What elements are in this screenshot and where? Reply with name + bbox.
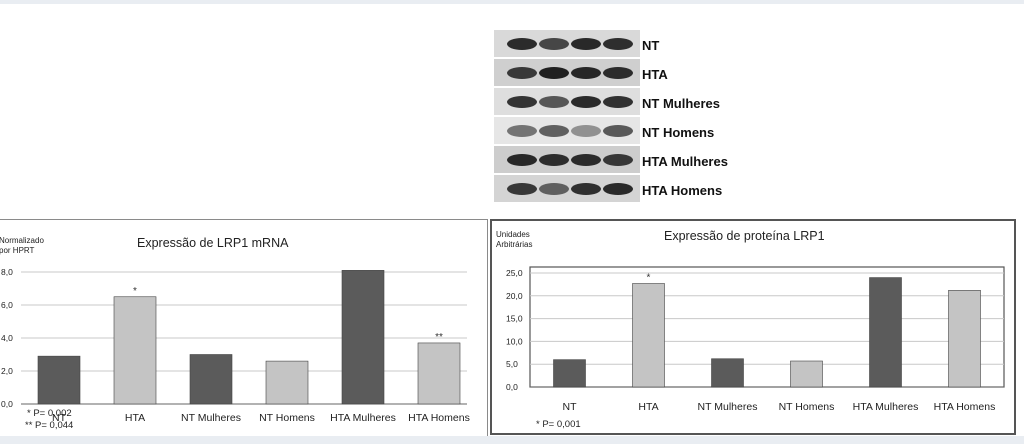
western-blot-panel: NT HTA NT Mulheres NT Homens HTA Mulhere… [494,26,728,216]
blot-band [539,183,569,195]
protein-bar-chart: 0,0 5,0 10,0 15,0 20,0 25,0 NT * HTA NT Mulheres N… [506,266,1005,413]
y-tick-label: 6,0 [1,300,13,310]
blot-band [539,96,569,108]
bar-nt-homens [265,360,309,405]
x-category-label: HTA Mulheres [330,412,396,424]
blot-band [539,38,569,50]
bottom-border [0,436,1024,444]
blot-label-nt: NT [642,38,660,53]
blot-band [507,154,537,166]
bar-nt [37,355,81,405]
blot-strip-2 [494,59,640,86]
y-tick-label: 15,0 [506,314,523,324]
x-category-label: NT Homens [259,412,315,424]
mrna-y-unit: Normalizado por HPRT [0,236,44,256]
blot-label-nt-homens: NT Homens [642,125,715,140]
blot-strip-3 [494,88,640,115]
y-tick-label: 4,0 [1,333,13,343]
mrna-bar-chart: 0,0 2,0 4,0 6,0 8,0 NT * HTA NT Mulheres NT Homen… [1,267,470,424]
y-tick-label: 0,0 [1,399,13,409]
mrna-y-unit-line2: por HPRT [0,246,35,255]
blot-band [539,154,569,166]
blot-band [507,125,537,137]
blot-strip-5 [494,146,640,173]
bar-nt-mulheres [711,358,744,388]
y-tick-label: 25,0 [506,268,523,278]
protein-note-1: * P= 0,001 [536,419,581,430]
bar-hta-mulheres [341,270,385,405]
x-category-label: HTA Mulheres [853,401,919,413]
blot-label-hta-homens: HTA Homens [642,183,723,198]
protein-y-unit-line2: Arbitrárias [496,240,533,249]
blot-band [571,38,601,50]
blot-strip-4 [494,117,640,144]
y-tick-label: 8,0 [1,267,13,277]
bar-hta-homens [948,290,981,388]
x-category-label: NT Mulheres [181,412,241,424]
blot-band [571,67,601,79]
blot-band [539,125,569,137]
mrna-chart-title: Expressão de LRP1 mRNA [137,236,289,250]
x-category-label: HTA [638,401,658,413]
bar-hta-mulheres [869,277,902,388]
blot-band [571,125,601,137]
blot-band [507,67,537,79]
mrna-note-1: * P= 0,002 [27,408,72,419]
blot-band [603,67,633,79]
blot-band [507,183,537,195]
blot-label-nt-mulheres: NT Mulheres [642,96,721,111]
significance-marker: ** [435,332,443,343]
bar-hta-homens [417,342,461,405]
bar-nt-mulheres [189,354,233,405]
blot-band [603,125,633,137]
blot-band [603,96,633,108]
protein-chart-panel: Unidades Arbitrárias Expressão de proteí… [490,219,1016,435]
x-category-label: NT [563,401,578,413]
western-blot-image [494,30,640,202]
mrna-chart-panel: Normalizado por HPRT Expressão de LRP1 m… [0,219,488,438]
x-category-label: NT Mulheres [698,401,758,413]
y-tick-label: 10,0 [506,336,523,346]
x-category-label: HTA Homens [408,412,470,424]
x-category-label: HTA Homens [934,401,996,413]
blot-strip-1 [494,30,640,57]
y-tick-label: 0,0 [506,382,518,392]
y-tick-label: 20,0 [506,291,523,301]
protein-y-unit: Unidades Arbitrárias [496,230,532,250]
blot-band [571,154,601,166]
blot-band [603,154,633,166]
y-tick-label: 2,0 [1,366,13,376]
significance-marker: * [133,286,137,297]
top-border [0,0,1024,4]
mrna-note-2: ** P= 0,044 [25,420,74,431]
blot-band [571,96,601,108]
bar-hta [632,283,665,388]
bar-nt-homens [790,360,823,388]
blot-band [507,38,537,50]
protein-chart-title: Expressão de proteína LRP1 [664,229,825,243]
bar-hta [113,296,157,405]
mrna-y-unit-line1: Normalizado [0,236,44,245]
blot-label-hta: HTA [642,67,668,82]
x-category-label: NT Homens [779,401,835,413]
blot-band [507,96,537,108]
blot-band [603,183,633,195]
y-tick-label: 5,0 [506,359,518,369]
blot-band [571,183,601,195]
x-category-label: HTA [125,412,145,424]
x-category-label: NT [52,412,67,424]
blot-strip-6 [494,175,640,202]
protein-y-unit-line1: Unidades [496,230,530,239]
blot-label-hta-mulheres: HTA Mulheres [642,154,728,169]
significance-marker: * [647,272,651,283]
bar-nt [553,359,586,388]
blot-band [539,67,569,79]
plot-area-frame [529,266,1005,388]
blot-band [603,38,633,50]
